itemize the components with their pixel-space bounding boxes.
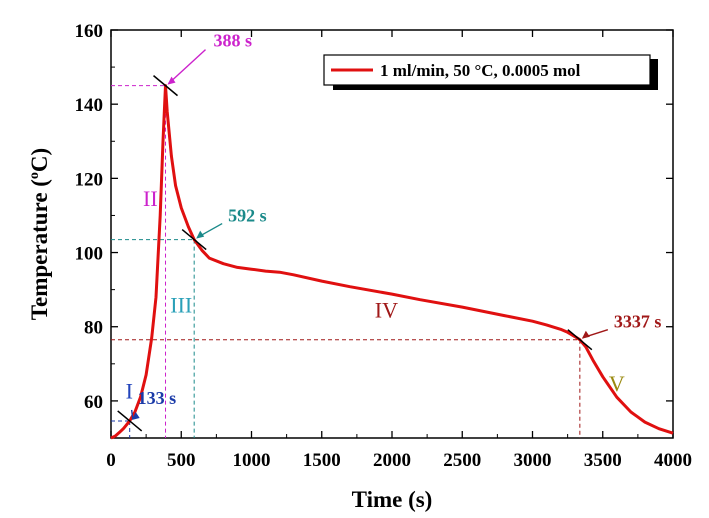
y-axis-title: Temperature (oC) bbox=[27, 148, 52, 320]
legend-box bbox=[323, 54, 651, 86]
region-label: IV bbox=[375, 297, 398, 322]
marker-arrowhead bbox=[196, 230, 205, 239]
x-tick-label: 1500 bbox=[303, 450, 341, 471]
guide-lines bbox=[111, 85, 581, 438]
tangent-tick bbox=[181, 228, 207, 251]
tangent-tick bbox=[153, 75, 178, 97]
x-tick-label: 4000 bbox=[654, 450, 692, 471]
y-tick-label: 160 bbox=[75, 21, 104, 42]
axis-ticks: 0 500 1000 1500 2000 2500 3000 3500 4000 60 80 100 1… bbox=[75, 21, 693, 471]
x-tick-label: 1000 bbox=[233, 450, 271, 471]
region-label: V bbox=[609, 371, 625, 396]
marker-arrowhead bbox=[131, 411, 140, 420]
marker-arrow bbox=[168, 49, 206, 85]
y-tick-label: 80 bbox=[84, 318, 103, 339]
marker-arrow bbox=[130, 409, 134, 420]
marker-annotations: 388 s 592 s 133 s 3337 s bbox=[117, 31, 662, 432]
region-label: II bbox=[143, 186, 158, 211]
data-series bbox=[110, 84, 674, 440]
y-tick-label: 100 bbox=[75, 244, 104, 265]
marker-label: 592 s bbox=[228, 206, 267, 226]
y-tick-label: 140 bbox=[75, 95, 104, 116]
tangent-tick bbox=[117, 410, 143, 432]
marker-label: 3337 s bbox=[614, 312, 662, 332]
y-tick-label: 120 bbox=[75, 169, 104, 190]
series-line bbox=[110, 84, 674, 440]
marker-arrowhead bbox=[581, 330, 590, 339]
legend-label: 1 ml/min, 50 °C, 0.0005 mol bbox=[380, 61, 581, 80]
legend: 1 ml/min, 50 °C, 0.0005 mol bbox=[323, 54, 658, 90]
y-tick-label: 60 bbox=[84, 392, 103, 413]
marker-label: 133 s bbox=[138, 388, 177, 408]
x-tick-label: 3500 bbox=[584, 450, 622, 471]
x-tick-label: 3000 bbox=[514, 450, 552, 471]
x-axis-title: Time (s) bbox=[352, 487, 433, 512]
x-tick-label: 2000 bbox=[373, 450, 411, 471]
marker-label: 388 s bbox=[214, 31, 253, 51]
plot-frame bbox=[110, 29, 674, 439]
region-label: III bbox=[170, 293, 192, 318]
region-label: I bbox=[126, 378, 133, 403]
tangent-tick bbox=[567, 329, 593, 351]
x-tick-label: 0 bbox=[106, 450, 116, 471]
marker-arrowhead bbox=[167, 76, 176, 85]
x-tick-label: 2500 bbox=[443, 450, 481, 471]
x-tick-label: 500 bbox=[167, 450, 196, 471]
